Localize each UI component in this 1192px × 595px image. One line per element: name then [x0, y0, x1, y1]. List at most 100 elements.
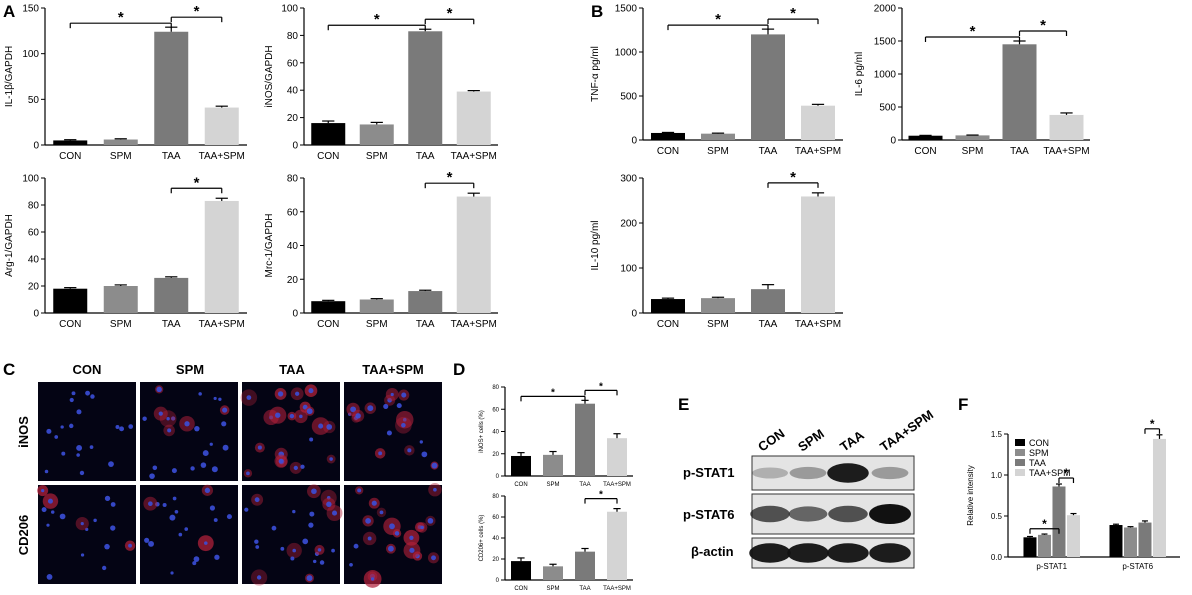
- chart-mrc1-bar-1: [359, 299, 394, 313]
- nucleus: [169, 514, 176, 521]
- chart-cd206-cells-category-label: SPM: [546, 586, 559, 592]
- nucleus: [90, 394, 95, 399]
- chart-arg1-category-label: SPM: [110, 319, 132, 330]
- nucleus: [299, 414, 303, 419]
- chart-stat-sig-star: *: [1150, 417, 1155, 431]
- nucleus: [209, 505, 216, 511]
- nucleus: [156, 386, 162, 393]
- chart-stat-bar-1-2: [1138, 522, 1152, 557]
- chart-mrc1-ylabel: Mrc-1/GAPDH: [264, 214, 275, 278]
- nucleus: [166, 417, 170, 421]
- nucleus: [300, 464, 305, 469]
- chart-tnfa-sig-star: *: [715, 11, 721, 28]
- chart-inos-cells-ytick-label: 60: [492, 407, 499, 413]
- chart-inos-cells-bar-0: [511, 455, 531, 476]
- chart-stat-ytick-label: 1.0: [991, 471, 1003, 480]
- chart-arg1-sig-star: *: [194, 174, 200, 191]
- nucleus: [211, 466, 218, 473]
- nucleus: [209, 442, 213, 446]
- chart-mrc1-bar-2: [408, 291, 443, 313]
- nucleus: [355, 413, 361, 419]
- nucleus: [293, 465, 298, 471]
- chart-inos-cells-sig-star: *: [599, 381, 603, 392]
- chart-arg1-ytick-label: 100: [22, 174, 39, 185]
- nucleus: [47, 498, 53, 504]
- nucleus: [370, 577, 375, 581]
- chart-stat-legend-label-1: SPM: [1029, 448, 1049, 458]
- chart-arg1-ytick-label: 0: [33, 309, 39, 320]
- nucleus: [184, 527, 189, 531]
- nucleus: [308, 522, 314, 528]
- nucleus: [275, 412, 281, 418]
- chart-inos-cells-category-label: SPM: [546, 482, 559, 488]
- chart-inos-ytick-label: 80: [287, 31, 299, 42]
- chart-il6-ytick-label: 1500: [874, 37, 897, 48]
- nucleus: [46, 574, 53, 580]
- chart-mrc1-bar-3: [456, 196, 491, 313]
- nucleus: [427, 518, 434, 524]
- nucleus: [93, 518, 97, 523]
- nucleus: [192, 561, 197, 566]
- nucleus: [289, 413, 295, 419]
- chart-cd206-cells-bar-2: [575, 551, 595, 580]
- nucleus: [378, 451, 383, 456]
- nucleus: [155, 501, 160, 507]
- chart-il10-ylabel: IL-10 pg/ml: [590, 220, 601, 270]
- blot-band: [827, 463, 869, 483]
- chart-cd206-cells-ytick-label: 60: [492, 515, 499, 521]
- nucleus: [254, 539, 259, 544]
- nucleus: [69, 423, 74, 429]
- nucleus: [390, 392, 394, 397]
- chart-stat-sig-star: *: [1064, 466, 1069, 480]
- nucleus: [401, 392, 407, 398]
- nucleus: [128, 543, 132, 548]
- nucleus: [319, 560, 325, 565]
- nucleus: [244, 507, 249, 512]
- chart-stat-legend-label-2: TAA: [1029, 458, 1046, 468]
- chart-inos-ytick-label: 60: [287, 58, 299, 69]
- chart-cd206-cells-ytick-label: 0: [496, 578, 500, 584]
- nucleus: [254, 497, 260, 503]
- nucleus: [54, 435, 59, 439]
- chart-inos-cells-sig-star: *: [551, 387, 555, 398]
- chart-il10-bar-3: [801, 196, 835, 313]
- nucleus: [60, 425, 64, 429]
- chart-cd206-cells-ytick-label: 80: [492, 494, 499, 500]
- chart-stat-ytick-label: 0.5: [991, 512, 1003, 521]
- nucleus: [193, 556, 200, 563]
- chart-il6-sig-star: *: [1040, 17, 1046, 34]
- panel-letter-e: E: [678, 395, 689, 414]
- nucleus: [89, 445, 94, 449]
- blot-band: [827, 543, 869, 563]
- nucleus: [108, 461, 114, 468]
- chart-stat-legend-swatch-2: [1015, 459, 1025, 466]
- nucleus: [158, 411, 163, 416]
- chart-stat-legend-swatch-0: [1015, 439, 1025, 446]
- chart-inos-cells: 0 20 40 60 80 iNOS+ cells (%) CON SPM TAA TAA+SPM…: [479, 381, 633, 488]
- chart-mrc1-category-label: SPM: [366, 319, 388, 330]
- nucleus: [102, 565, 107, 571]
- nucleus: [85, 527, 89, 531]
- micrograph-tile-0-3: [344, 382, 442, 481]
- blot-band: [788, 506, 828, 522]
- chart-inos-ytick-label: 20: [287, 113, 299, 124]
- chart-tnfa-ytick-label: 1500: [615, 4, 638, 15]
- chart-cd206-cells-bar-1: [543, 566, 563, 580]
- blot-row-bactin: β-actin: [691, 544, 734, 559]
- chart-stat-category-label: p-STAT1: [1036, 562, 1067, 571]
- chart-il1b-sig-star: *: [118, 9, 124, 26]
- chart-il10-ytick-label: 200: [620, 219, 637, 230]
- nucleus: [365, 517, 371, 524]
- nucleus: [104, 543, 110, 550]
- chart-inos-cells-ytick-label: 0: [496, 474, 500, 480]
- micrograph-background: [140, 382, 238, 481]
- chart-il6-ytick-label: 1000: [874, 70, 897, 81]
- panel-letter-c: C: [3, 360, 15, 379]
- nucleus: [431, 462, 438, 469]
- nucleus: [170, 416, 176, 421]
- chart-inos-cells-ytick-label: 80: [492, 385, 499, 391]
- chart-inos-ylabel: iNOS/GAPDH: [264, 45, 275, 107]
- chart-il6-bar-2: [1002, 44, 1037, 140]
- nucleus: [433, 487, 437, 492]
- chart-il1b-ytick-label: 100: [22, 49, 39, 60]
